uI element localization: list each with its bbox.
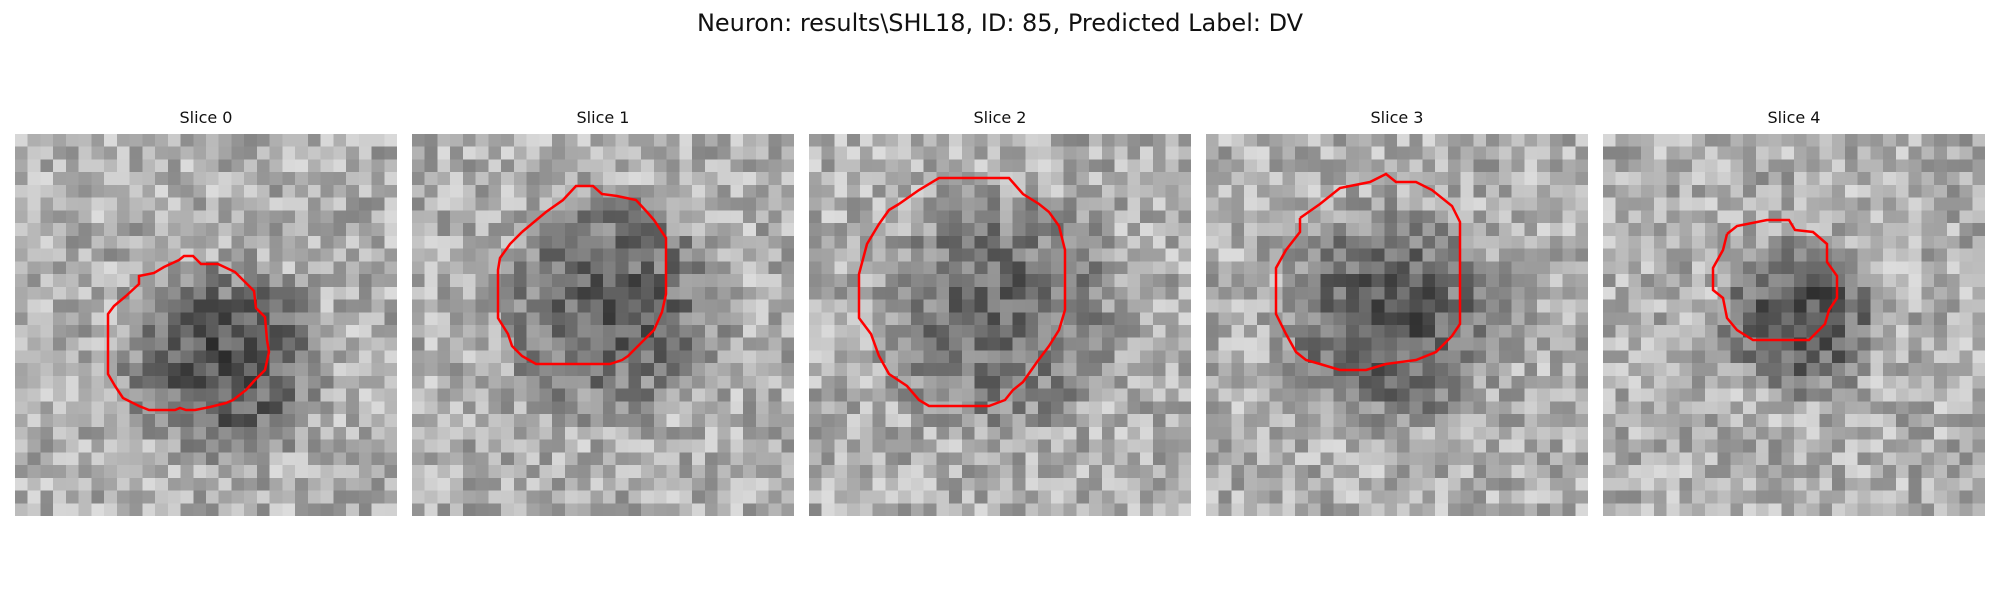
slice-panel-3: Slice 3 bbox=[1206, 108, 1588, 516]
slice-title-3: Slice 3 bbox=[1370, 108, 1424, 127]
roi-contour-1 bbox=[496, 184, 668, 366]
roi-contour-4 bbox=[1711, 218, 1839, 342]
slice-contour-3 bbox=[1274, 172, 1462, 372]
slice-image-4 bbox=[1603, 134, 1985, 516]
slice-contour-2 bbox=[857, 176, 1067, 408]
slice-image-1 bbox=[412, 134, 794, 516]
roi-contour-2 bbox=[857, 176, 1067, 408]
slice-contour-1 bbox=[496, 184, 668, 366]
slice-title-1: Slice 1 bbox=[576, 108, 630, 127]
slice-contour-4 bbox=[1711, 218, 1839, 342]
slice-image-2 bbox=[809, 134, 1191, 516]
slice-contour-0 bbox=[106, 254, 271, 412]
slice-image-3 bbox=[1206, 134, 1588, 516]
slice-title-4: Slice 4 bbox=[1767, 108, 1821, 127]
slice-image-0 bbox=[15, 134, 397, 516]
slice-title-0: Slice 0 bbox=[179, 108, 233, 127]
roi-contour-3 bbox=[1274, 172, 1462, 372]
slice-panel-4: Slice 4 bbox=[1603, 108, 1985, 516]
figure-title: Neuron: results\SHL18, ID: 85, Predicted… bbox=[696, 9, 1304, 37]
slice-panel-0: Slice 0 bbox=[15, 108, 397, 516]
roi-contour-0 bbox=[106, 254, 271, 412]
slice-panel-1: Slice 1 bbox=[412, 108, 794, 516]
slice-title-2: Slice 2 bbox=[973, 108, 1027, 127]
slice-panel-2: Slice 2 bbox=[809, 108, 1191, 516]
